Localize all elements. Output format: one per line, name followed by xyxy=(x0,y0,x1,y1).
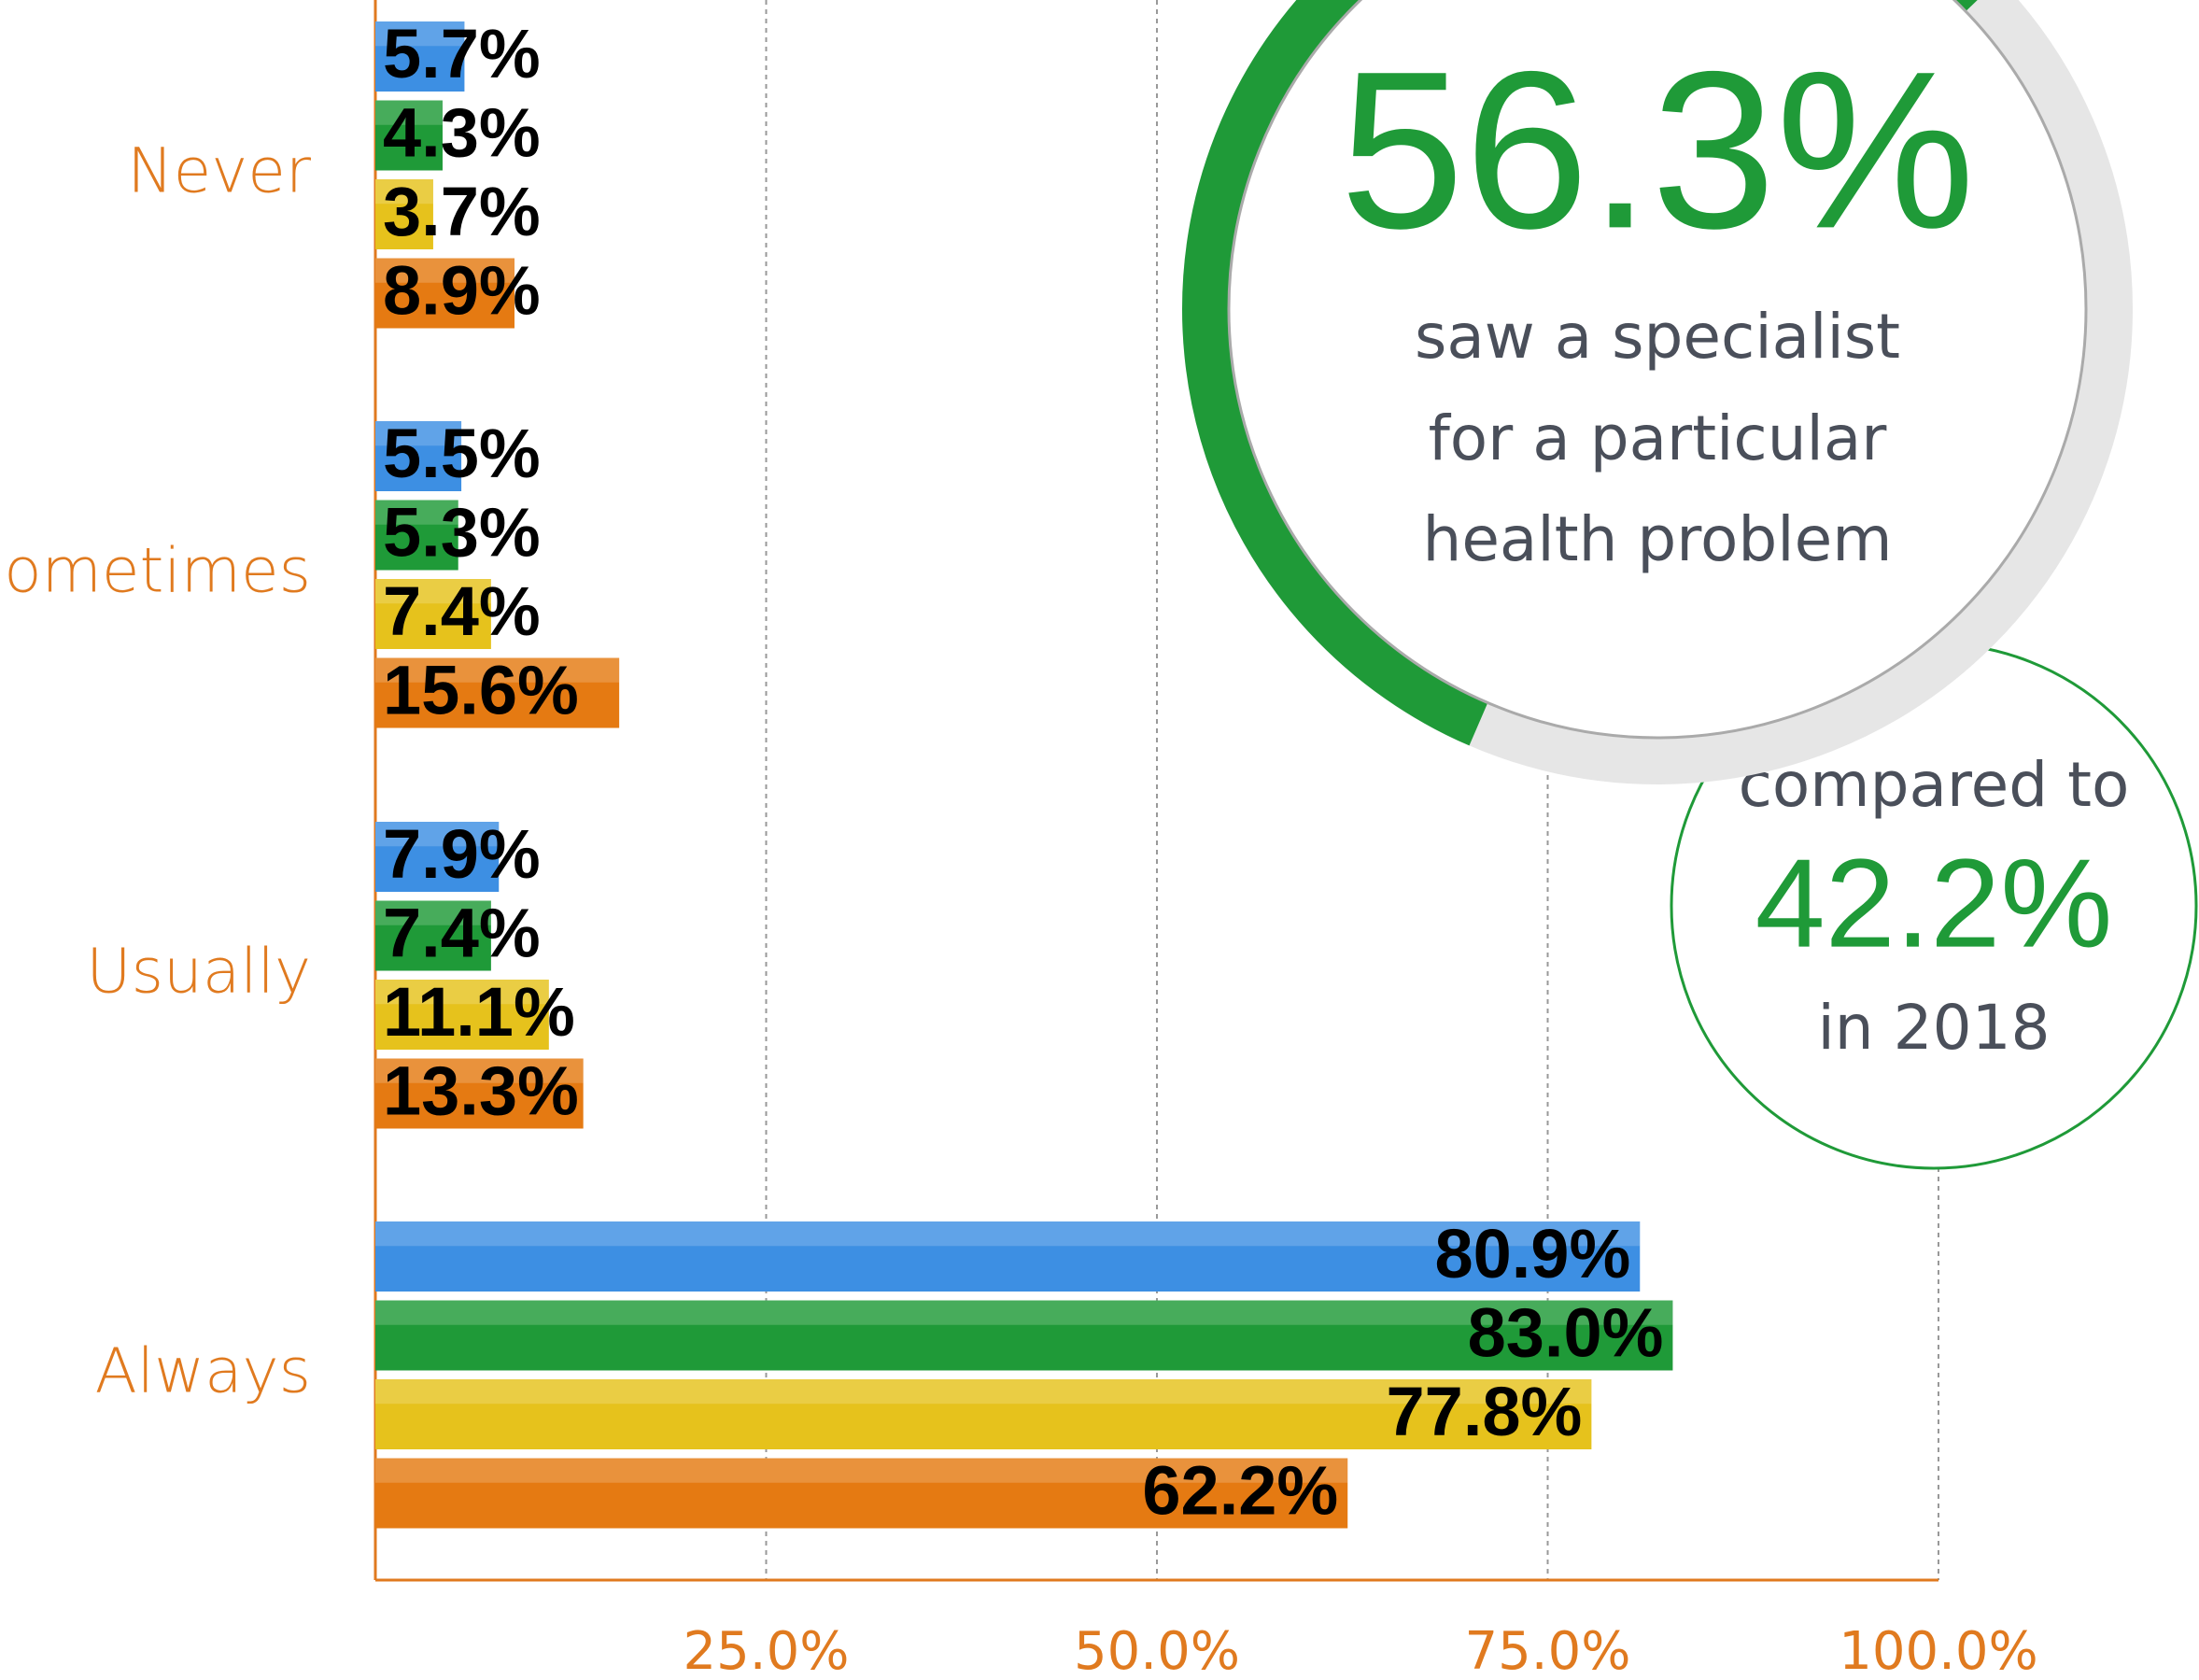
bar-shine xyxy=(375,900,491,925)
bar-shine xyxy=(375,1458,1348,1483)
bar xyxy=(375,258,515,329)
data-label: 15.6% xyxy=(383,652,579,729)
bar-shine xyxy=(375,500,458,525)
data-label: 5.7% xyxy=(383,15,541,92)
bar-shine xyxy=(375,100,443,125)
bar xyxy=(375,657,620,728)
data-label: 13.3% xyxy=(383,1052,579,1130)
bar xyxy=(375,21,465,92)
bar xyxy=(375,421,462,491)
callout-line: health problem xyxy=(1423,503,1893,575)
bar xyxy=(375,900,491,971)
category-label: Never xyxy=(127,134,312,206)
data-label: 11.1% xyxy=(383,973,575,1051)
bar-shine xyxy=(375,1058,584,1083)
data-label: 3.7% xyxy=(383,173,541,250)
comparison-value: 42.2% xyxy=(1755,833,2113,974)
callout-line: for a particular xyxy=(1429,402,1888,474)
x-tick-label: 25.0% xyxy=(684,1621,850,1680)
x-tick-label: 50.0% xyxy=(1074,1621,1240,1680)
bar-shine xyxy=(375,21,465,47)
data-label: 83.0% xyxy=(1468,1294,1664,1372)
data-label: 62.2% xyxy=(1142,1452,1338,1530)
bar-shine xyxy=(375,1379,1592,1405)
data-label: 5.3% xyxy=(383,494,541,572)
data-label: 4.3% xyxy=(383,94,541,172)
bar xyxy=(375,822,500,892)
bar xyxy=(375,579,491,649)
bar xyxy=(375,1458,1348,1529)
bar-shine xyxy=(375,258,515,283)
data-label: 77.8% xyxy=(1387,1373,1583,1450)
x-tick-label: 100.0% xyxy=(1839,1621,2038,1680)
category-label: Usually xyxy=(86,935,311,1007)
category-label: Always xyxy=(95,1334,311,1406)
bar xyxy=(375,1379,1592,1449)
data-label: 5.5% xyxy=(383,415,541,492)
comparison-after: in 2018 xyxy=(1817,992,2050,1064)
data-label: 7.9% xyxy=(383,815,541,893)
bar xyxy=(375,1221,1641,1292)
data-label: 7.4% xyxy=(383,895,541,972)
bar-shine xyxy=(375,657,620,683)
x-tick-label: 75.0% xyxy=(1465,1621,1631,1680)
category-label: Sometimes xyxy=(0,534,311,606)
data-label: 80.9% xyxy=(1434,1215,1630,1292)
callout-circle xyxy=(1227,0,2088,740)
bar xyxy=(375,1300,1673,1371)
bar xyxy=(375,980,549,1050)
bar-shine xyxy=(375,179,433,205)
bar-shine xyxy=(375,1221,1641,1247)
callout-value: 56.3% xyxy=(1340,24,1976,275)
bar-shine xyxy=(375,421,462,446)
bar-shine xyxy=(375,579,491,604)
callout-line: saw a specialist xyxy=(1415,301,1900,373)
bar xyxy=(375,1058,584,1129)
bar-shine xyxy=(375,980,549,1005)
callout-arc xyxy=(1182,0,1978,746)
bar xyxy=(375,179,433,249)
bar-shine xyxy=(375,1300,1673,1325)
bar xyxy=(375,500,458,571)
bar-shine xyxy=(375,822,500,847)
data-label: 8.9% xyxy=(383,252,541,330)
plot: 25.0% 50.0% 75.0% 100.0% Never 5.7%4.3%3.7%8.… xyxy=(0,0,2038,1680)
data-label: 7.4% xyxy=(383,572,541,650)
bar xyxy=(375,100,443,171)
callouts: compared to 42.2% in 2018 56.3% saw a sp… xyxy=(1182,0,2198,1170)
